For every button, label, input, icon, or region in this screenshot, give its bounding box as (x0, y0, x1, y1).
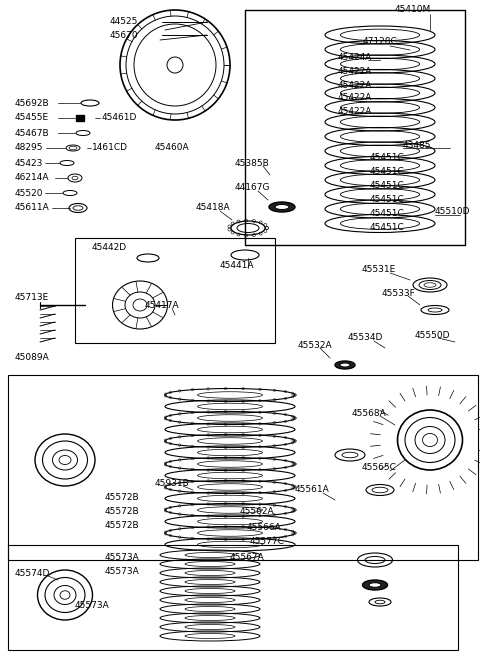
Ellipse shape (369, 583, 381, 588)
Text: 45577C: 45577C (250, 538, 285, 546)
Text: 48295: 48295 (15, 143, 44, 153)
Text: 45574D: 45574D (15, 569, 50, 578)
Text: 45520: 45520 (15, 189, 44, 198)
Text: 45931B: 45931B (155, 479, 190, 487)
Text: 45461D: 45461D (102, 113, 137, 122)
Text: 45550D: 45550D (415, 331, 451, 339)
Text: 45422A: 45422A (338, 81, 372, 90)
Text: 1461CD: 1461CD (92, 143, 128, 153)
Text: 45451C: 45451C (370, 153, 405, 162)
Text: 45451C: 45451C (370, 210, 405, 219)
Text: 45562A: 45562A (240, 508, 275, 517)
Text: 45460A: 45460A (155, 143, 190, 153)
Bar (76, 115, 84, 121)
Text: 44525: 44525 (110, 18, 138, 26)
Text: 45533F: 45533F (382, 288, 416, 297)
Text: 45534D: 45534D (348, 333, 384, 343)
Text: 45451C: 45451C (370, 195, 405, 204)
Text: 45692B: 45692B (15, 98, 49, 107)
Text: 45442D: 45442D (92, 244, 127, 252)
Text: 45566A: 45566A (247, 523, 282, 531)
Text: 45510D: 45510D (435, 208, 470, 217)
Text: 45532A: 45532A (298, 341, 333, 350)
Ellipse shape (362, 580, 387, 590)
Ellipse shape (340, 363, 350, 367)
Text: 45385B: 45385B (235, 159, 270, 168)
Text: 45572B: 45572B (105, 521, 140, 529)
Bar (8, 545, 458, 650)
Ellipse shape (275, 204, 289, 210)
Text: 45455E: 45455E (15, 113, 49, 122)
Text: 45422A: 45422A (338, 94, 372, 102)
Text: 45417A: 45417A (145, 301, 180, 310)
Ellipse shape (269, 202, 295, 212)
Text: 45611A: 45611A (15, 204, 50, 212)
Text: 45422A: 45422A (338, 107, 372, 117)
Text: 45561A: 45561A (295, 485, 330, 495)
Text: 45531E: 45531E (362, 265, 396, 274)
Text: 44167G: 44167G (235, 183, 271, 193)
Text: 45572B: 45572B (105, 493, 140, 502)
Text: 45441A: 45441A (220, 261, 254, 269)
Text: 45573A: 45573A (105, 567, 140, 576)
Text: 47128C: 47128C (363, 37, 398, 47)
Text: 45422A: 45422A (338, 67, 372, 77)
Bar (8, 375, 478, 560)
Text: 45467B: 45467B (15, 128, 49, 138)
Text: 45567A: 45567A (230, 553, 265, 561)
Text: 45418A: 45418A (196, 204, 230, 212)
Text: 45670: 45670 (110, 31, 139, 39)
Text: 45573A: 45573A (75, 601, 110, 610)
Text: 45424A: 45424A (338, 54, 372, 62)
Text: 45565C: 45565C (362, 464, 397, 472)
Text: 45089A: 45089A (15, 354, 50, 362)
Bar (75, 238, 275, 343)
Text: 45713E: 45713E (15, 293, 49, 303)
Text: 45423: 45423 (15, 159, 43, 168)
Text: 45451C: 45451C (370, 223, 405, 233)
Text: 45572B: 45572B (105, 506, 140, 515)
Text: 46214A: 46214A (15, 174, 49, 183)
Text: 43485: 43485 (403, 141, 432, 149)
Text: 45573A: 45573A (105, 553, 140, 563)
Text: 45568A: 45568A (352, 409, 387, 417)
Text: 45451C: 45451C (370, 168, 405, 176)
Text: 45410M: 45410M (395, 5, 431, 14)
Text: 45451C: 45451C (370, 181, 405, 191)
Ellipse shape (335, 361, 355, 369)
